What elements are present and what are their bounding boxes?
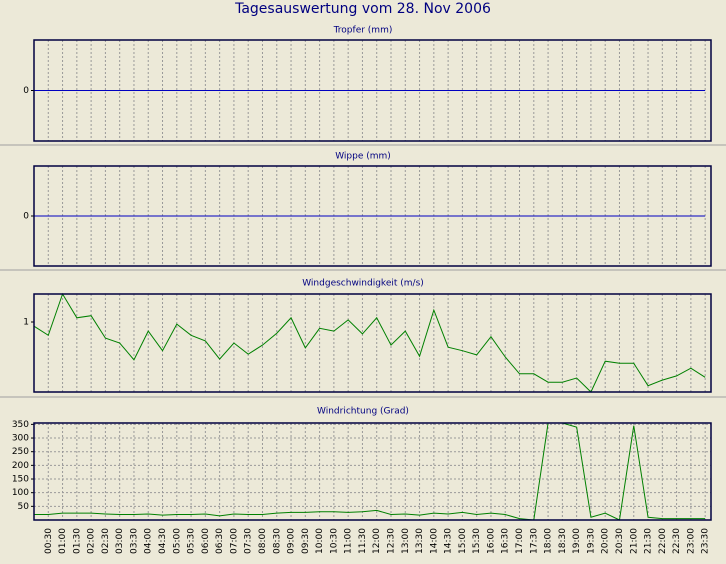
y-tick-label: 350	[12, 420, 29, 430]
y-tick-label: 300	[12, 434, 29, 444]
x-tick-label: 17:00	[515, 528, 525, 554]
plot-frame	[33, 39, 712, 142]
y-tick-label: 1	[23, 318, 29, 328]
x-tick-label: 05:00	[172, 528, 182, 554]
x-tick-label: 20:00	[601, 528, 611, 554]
plot-area	[34, 294, 711, 392]
x-tick-label: 14:30	[444, 528, 454, 554]
x-tick-label: 11:00	[344, 528, 354, 554]
x-tick-label: 03:30	[129, 528, 139, 554]
x-tick-label: 06:30	[215, 528, 225, 554]
data-line	[34, 422, 706, 521]
y-tick-label: 150	[12, 475, 29, 485]
x-tick-label: 00:30	[44, 528, 54, 554]
x-tick-label: 13:30	[415, 528, 425, 554]
x-tick-label: 04:00	[144, 528, 154, 554]
x-tick-label: 14:00	[429, 528, 439, 554]
x-tick-label: 22:00	[658, 528, 668, 554]
x-tick-label: 02:30	[101, 528, 111, 554]
y-tick-label: 100	[12, 488, 29, 498]
y-tick-label: 200	[12, 461, 29, 471]
x-tick-label: 05:30	[187, 528, 197, 554]
x-tick-label: 18:00	[544, 528, 554, 554]
x-tick-label: 01:30	[72, 528, 82, 554]
x-tick-label: 09:30	[301, 528, 311, 554]
x-tick-label: 16:30	[501, 528, 511, 554]
x-tick-label: 02:00	[87, 528, 97, 554]
x-tick-label: 10:30	[329, 528, 339, 554]
plot-frame	[33, 422, 712, 521]
y-tick-label: 50	[18, 502, 30, 512]
x-tick-label: 01:00	[58, 528, 68, 554]
x-tick-label: 13:00	[401, 528, 411, 554]
x-tick-label: 23:00	[686, 528, 696, 554]
panel-title: Tropfer (mm)	[333, 26, 393, 36]
panel-title: Wippe (mm)	[335, 152, 391, 162]
x-tick-label: 20:30	[615, 528, 625, 554]
plot-area	[34, 423, 711, 520]
data-line	[33, 292, 706, 393]
x-tick-label: 15:30	[472, 528, 482, 554]
x-tick-label: 04:30	[158, 528, 168, 554]
x-tick-label: 19:30	[586, 528, 596, 554]
x-tick-label: 07:00	[229, 528, 239, 554]
x-tick-label: 09:00	[287, 528, 297, 554]
panel-title: Windrichtung (Grad)	[317, 407, 409, 417]
y-tick-label: 0	[23, 212, 29, 222]
x-tick-label: 19:00	[572, 528, 582, 554]
x-tick-label: 22:30	[672, 528, 682, 554]
x-tick-label: 07:30	[244, 528, 254, 554]
x-tick-label: 15:00	[458, 528, 468, 554]
x-tick-label: 11:30	[358, 528, 368, 554]
x-tick-label: 16:00	[486, 528, 496, 554]
x-tick-label: 08:30	[272, 528, 282, 554]
x-tick-label: 08:00	[258, 528, 268, 554]
x-tick-label: 03:00	[115, 528, 125, 554]
plot-frame	[33, 293, 712, 393]
x-tick-label: 21:30	[644, 528, 654, 554]
x-tick-label: 06:00	[201, 528, 211, 554]
x-tick-label: 18:30	[558, 528, 568, 554]
panel-title: Windgeschwindigkeit (m/s)	[302, 279, 424, 289]
plot-frame	[33, 165, 712, 267]
y-tick-label: 0	[23, 86, 29, 96]
x-tick-label: 10:00	[315, 528, 325, 554]
page-title: Tagesauswertung vom 28. Nov 2006	[234, 1, 491, 17]
x-tick-label: 21:00	[629, 528, 639, 554]
x-tick-label: 23:30	[701, 528, 711, 554]
x-tick-label: 12:00	[372, 528, 382, 554]
y-tick-label: 250	[12, 447, 29, 457]
x-tick-label: 17:30	[529, 528, 539, 554]
x-tick-label: 12:30	[387, 528, 397, 554]
